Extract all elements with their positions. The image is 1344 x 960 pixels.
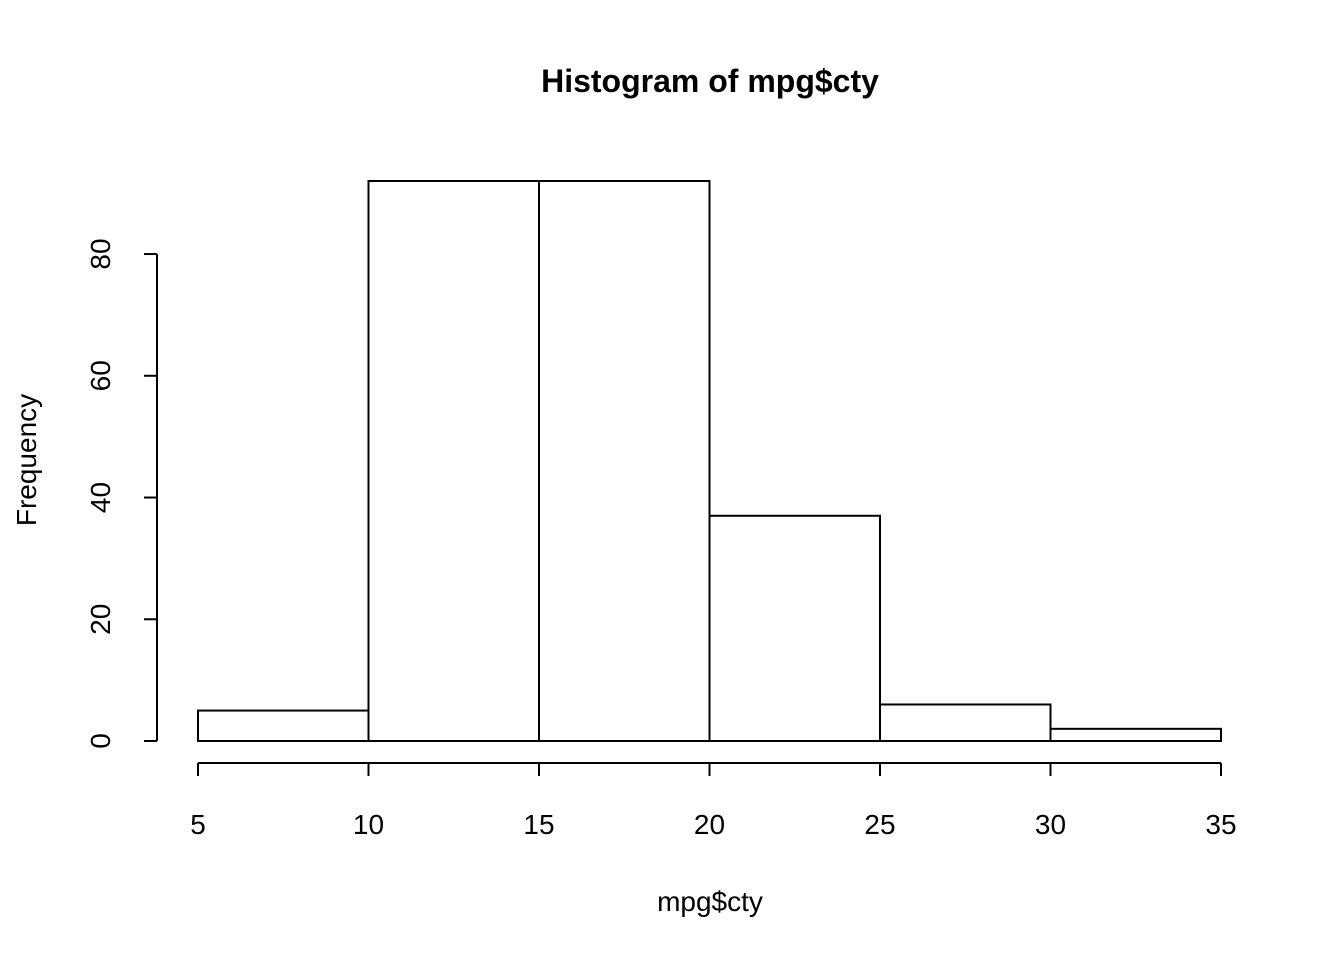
- bar: [367, 180, 540, 742]
- x-tick-label: 10: [353, 809, 384, 840]
- y-tick-label: 40: [85, 482, 116, 513]
- bar: [538, 180, 711, 742]
- y-tick-label: 80: [85, 238, 116, 269]
- chart-title: Histogram of mpg$cty: [541, 63, 879, 99]
- x-tick-label: 25: [864, 809, 895, 840]
- bar: [708, 514, 881, 742]
- y-tick-label: 20: [85, 604, 116, 635]
- x-tick-label: 35: [1205, 809, 1236, 840]
- bar: [879, 703, 1052, 743]
- bar: [1049, 727, 1222, 743]
- y-tick-label: 60: [85, 360, 116, 391]
- x-axis-label: mpg$cty: [657, 886, 763, 917]
- x-tick-label: 5: [190, 809, 206, 840]
- x-tick-label: 20: [694, 809, 725, 840]
- y-tick-label: 0: [85, 733, 116, 749]
- bar: [197, 709, 370, 743]
- x-tick-label: 15: [523, 809, 554, 840]
- y-axis-label: Frequency: [11, 394, 42, 526]
- x-tick-label: 30: [1035, 809, 1066, 840]
